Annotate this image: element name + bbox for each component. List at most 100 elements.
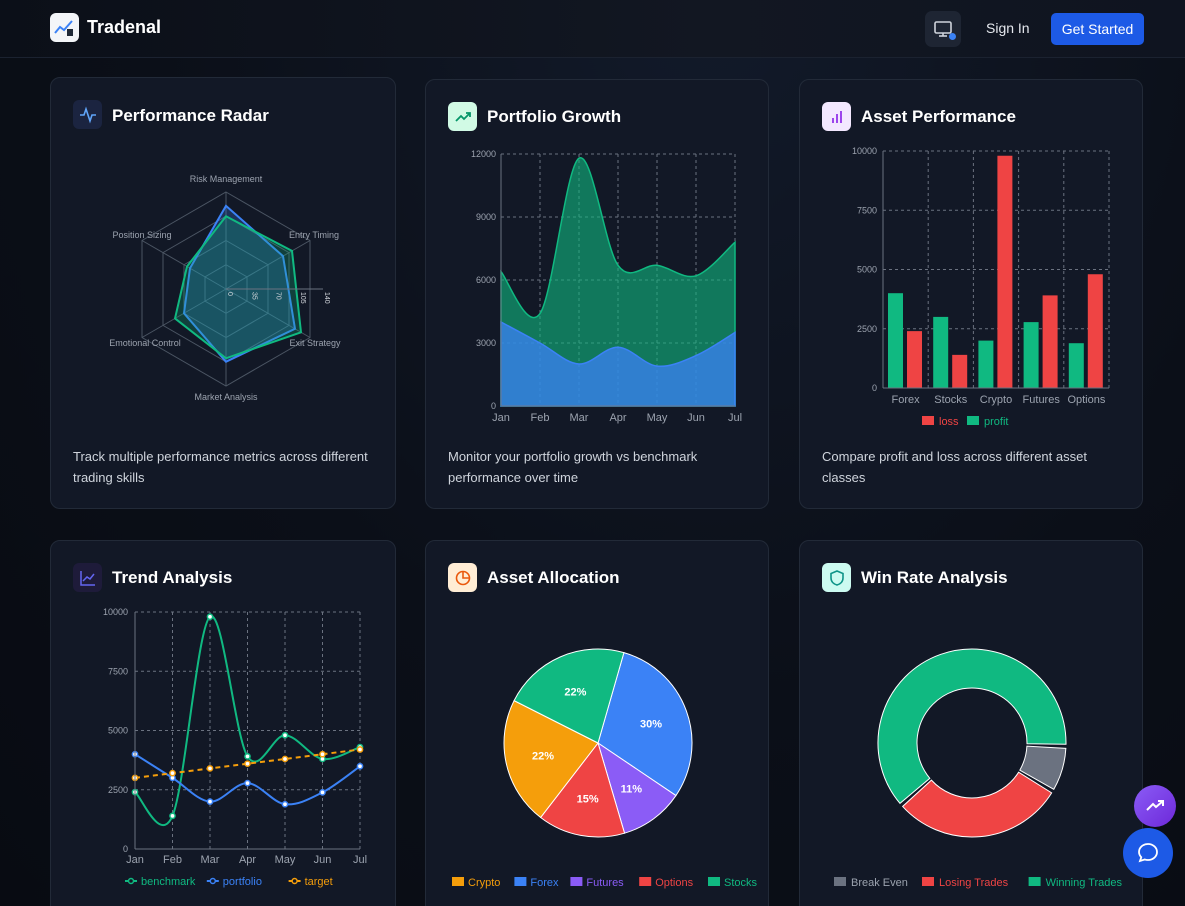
legend-marker bbox=[127, 877, 135, 885]
radar-tick-label: 0 bbox=[226, 292, 233, 296]
bar-profit bbox=[1023, 322, 1039, 388]
get-started-button[interactable]: Get Started bbox=[1051, 13, 1144, 45]
legend-swatch bbox=[922, 416, 934, 425]
monitor-icon bbox=[934, 21, 952, 37]
bar-loss bbox=[1087, 274, 1103, 388]
bar-loss bbox=[952, 354, 968, 388]
bar-loss bbox=[1042, 295, 1058, 388]
pie-data-label: 15% bbox=[577, 793, 599, 805]
pie-data-label: 22% bbox=[532, 750, 554, 762]
area-series-portfolio bbox=[500, 320, 736, 407]
sign-in-link[interactable]: Sign In bbox=[986, 20, 1030, 36]
x-tick-label: Jan bbox=[492, 412, 510, 424]
legend-swatch bbox=[708, 877, 720, 886]
data-point bbox=[356, 762, 364, 770]
x-tick-label: Mar bbox=[201, 854, 220, 866]
pie-slice-crypto bbox=[503, 699, 599, 819]
card-performance-radar: Performance Radar 0 35 70 105 140 Risk Manage… bbox=[50, 77, 396, 509]
x-tick-label: Forex bbox=[892, 394, 921, 406]
area-chart: 0 3000 6000 9000 12000 Jan Feb Mar Apr May Jun Jul bbox=[471, 149, 742, 424]
bar-chart: 0 2500 5000 7500 10000 Forex Stocks Crypto Futur… bbox=[852, 146, 1110, 428]
radar-spoke bbox=[225, 240, 311, 290]
chat-bubble-icon bbox=[1138, 843, 1158, 863]
radar-tick-label: 140 bbox=[323, 292, 330, 304]
legend-label: loss bbox=[939, 416, 959, 428]
legend-swatch bbox=[639, 877, 652, 886]
card-title: Portfolio Growth bbox=[487, 107, 622, 126]
radar-axis-label: Entry Timing bbox=[289, 230, 339, 240]
data-point bbox=[281, 731, 289, 739]
data-point bbox=[169, 769, 176, 777]
donut-chart: Break Even Losing Trades Winning Trades bbox=[834, 648, 1123, 889]
trending-up-icon bbox=[1146, 800, 1164, 811]
data-point bbox=[206, 798, 214, 805]
legend-label: profit bbox=[984, 416, 1008, 428]
data-point bbox=[169, 812, 176, 820]
donut-slice-break-even bbox=[1019, 745, 1067, 791]
card-title: Win Rate Analysis bbox=[861, 568, 1008, 587]
x-tick-label: Apr bbox=[609, 412, 626, 424]
legend-swatch bbox=[452, 877, 464, 886]
data-point bbox=[244, 753, 251, 760]
pie-slice-stocks bbox=[513, 648, 625, 744]
x-tick-label: Crypto bbox=[980, 394, 1012, 406]
y-tick-label: 2500 bbox=[857, 324, 877, 334]
logo-icon[interactable] bbox=[50, 13, 79, 42]
y-tick-label: 5000 bbox=[857, 265, 877, 275]
radar-axis-label: Emotional Control bbox=[109, 338, 181, 348]
legend-swatch bbox=[967, 416, 979, 425]
legend-label: Forex bbox=[530, 877, 559, 889]
data-point bbox=[206, 765, 214, 772]
theme-toggle-button[interactable] bbox=[925, 11, 961, 47]
bar-profit bbox=[1068, 343, 1084, 388]
legend-swatch bbox=[570, 877, 583, 886]
y-tick-label: 7500 bbox=[108, 666, 128, 676]
line-chart-icon bbox=[73, 563, 102, 592]
data-point bbox=[319, 750, 326, 758]
x-tick-label: May bbox=[275, 854, 296, 866]
legend-label: Losing Trades bbox=[939, 877, 1009, 889]
x-tick-label: Mar bbox=[570, 412, 589, 424]
card-title: Performance Radar bbox=[112, 106, 269, 125]
bar-profit bbox=[978, 340, 994, 388]
card-title: Asset Performance bbox=[861, 107, 1016, 126]
bar-profit bbox=[888, 293, 903, 388]
pie-data-label: 30% bbox=[640, 719, 662, 731]
donut-slice-winning-trades bbox=[877, 648, 1067, 805]
card-description: Track multiple performance metrics acros… bbox=[73, 449, 368, 485]
bar-profit bbox=[933, 316, 949, 388]
card-win-rate-analysis: Win Rate Analysis Break Even Losing Trade… bbox=[799, 540, 1143, 906]
card-title: Asset Allocation bbox=[487, 568, 620, 587]
bar-chart-icon bbox=[822, 102, 851, 131]
bar-loss bbox=[997, 155, 1013, 388]
y-tick-label: 2500 bbox=[108, 785, 128, 795]
brand-name[interactable]: Tradenal bbox=[87, 17, 162, 37]
legend-swatch bbox=[922, 877, 934, 886]
data-point bbox=[356, 746, 364, 753]
shield-icon bbox=[822, 563, 851, 592]
x-tick-label: Jul bbox=[728, 412, 742, 424]
line-chart: 0 2500 5000 7500 10000 Jan Feb Mar Apr May Jun Jul b… bbox=[103, 607, 367, 888]
y-tick-label: 10000 bbox=[103, 607, 128, 617]
card-asset-performance: Asset Performance 0 2500 5000 7500 10000 Fore… bbox=[799, 79, 1143, 509]
chat-button[interactable] bbox=[1123, 828, 1173, 878]
card-description: Monitor your portfolio growth vs benchma… bbox=[448, 449, 698, 485]
status-dot bbox=[949, 33, 956, 40]
pie-chart: 30% 11% 15% 22% 22% Crypto Forex Futures Options… bbox=[452, 648, 758, 889]
x-tick-label: May bbox=[647, 412, 668, 424]
card-description: Compare profit and loss across different… bbox=[822, 449, 1087, 485]
radar-tick-label: 35 bbox=[250, 292, 257, 300]
card-portfolio-growth: Portfolio Growth 0 3000 6000 9000 12000 Jan Fe… bbox=[425, 79, 769, 509]
x-tick-label: Jun bbox=[687, 412, 705, 424]
activity-icon bbox=[73, 100, 102, 129]
radar-axis-label: Position Sizing bbox=[112, 230, 171, 240]
radar-spoke bbox=[141, 240, 227, 290]
trending-fab-button[interactable] bbox=[1134, 785, 1176, 827]
radar-tick-label: 105 bbox=[299, 292, 306, 304]
legend-swatch bbox=[1028, 877, 1041, 886]
x-tick-label: Jun bbox=[314, 854, 332, 866]
data-point bbox=[206, 613, 214, 621]
y-tick-label: 6000 bbox=[476, 275, 496, 285]
legend-label: Stocks bbox=[724, 877, 758, 889]
pie-chart-icon bbox=[448, 563, 477, 592]
